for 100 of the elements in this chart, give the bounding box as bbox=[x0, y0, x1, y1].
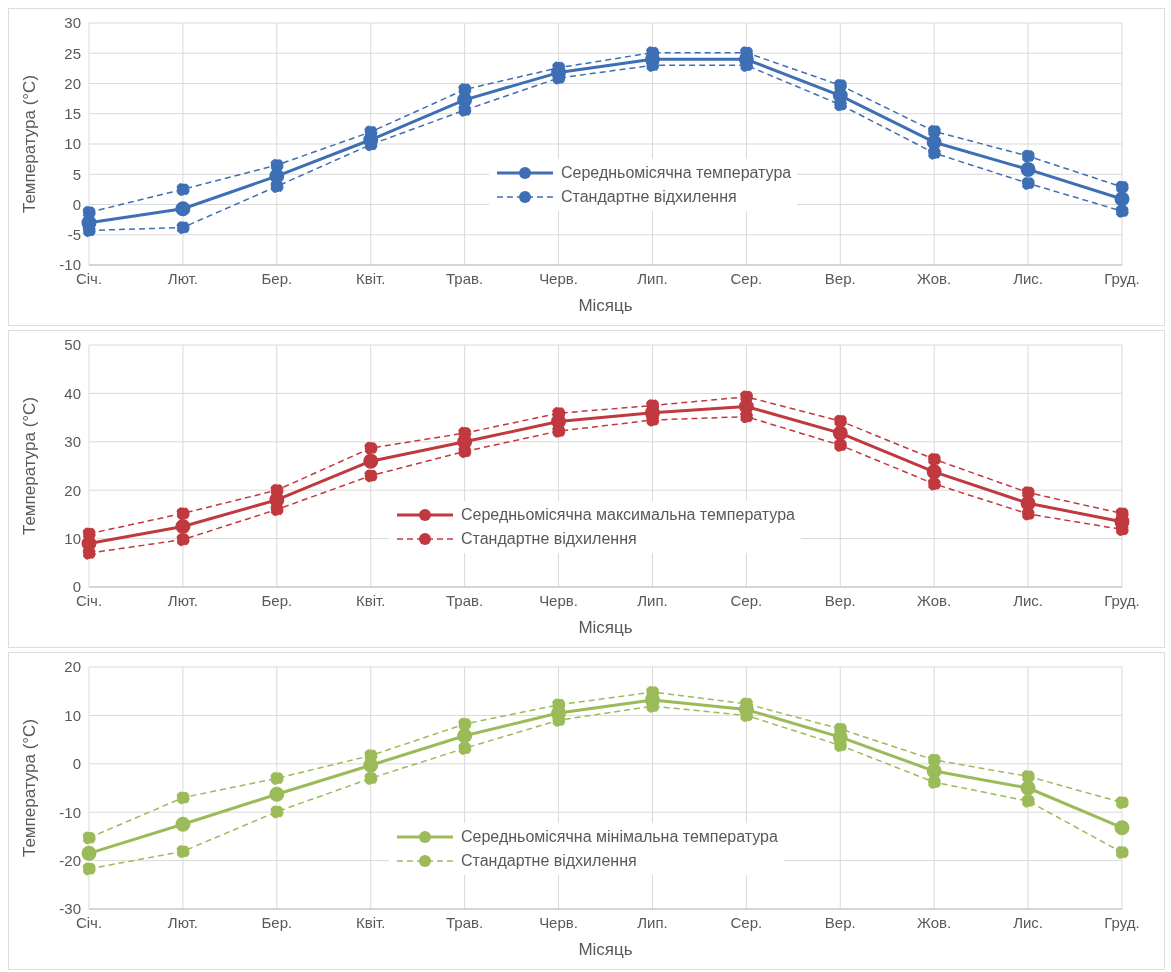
point bbox=[551, 424, 566, 438]
point bbox=[1020, 780, 1036, 796]
point bbox=[363, 468, 378, 483]
point bbox=[927, 477, 941, 491]
x-tick-label: Черв. bbox=[539, 913, 578, 931]
legend-label: Середньомісячна мінімальна температура bbox=[461, 827, 778, 847]
point bbox=[82, 862, 96, 876]
point bbox=[176, 532, 190, 547]
point bbox=[457, 82, 472, 97]
x-tick-label: Лют. bbox=[167, 591, 198, 609]
x-tick-label: Лис. bbox=[1013, 591, 1044, 609]
point bbox=[269, 786, 285, 802]
x-tick-label: Квіт. bbox=[356, 913, 386, 931]
point bbox=[176, 790, 190, 805]
point bbox=[833, 438, 848, 452]
point bbox=[1021, 485, 1035, 500]
y-axis-title: Температура (°C) bbox=[20, 396, 40, 536]
x-axis-title: Місяць bbox=[578, 618, 633, 637]
point bbox=[175, 201, 191, 217]
point bbox=[270, 483, 284, 497]
point bbox=[363, 453, 379, 469]
x-tick-label: Жов. bbox=[917, 591, 952, 609]
point bbox=[1114, 191, 1130, 207]
y-tick-label: 0 bbox=[72, 195, 81, 213]
point bbox=[175, 519, 191, 534]
legend-label: Стандартне відхилення bbox=[461, 529, 637, 549]
legend-label: Стандартне відхилення bbox=[561, 187, 737, 207]
legend-label: Середньомісячна температура bbox=[561, 163, 792, 183]
point bbox=[457, 728, 473, 744]
y-tick-label: 10 bbox=[64, 706, 81, 724]
point bbox=[927, 753, 941, 767]
x-tick-label: Квіт. bbox=[356, 591, 386, 609]
point bbox=[457, 717, 472, 731]
point bbox=[1114, 820, 1130, 836]
x-tick-label: Лип. bbox=[637, 591, 668, 609]
x-tick-label: Груд. bbox=[1104, 591, 1140, 609]
point bbox=[927, 146, 941, 160]
point bbox=[176, 506, 190, 521]
point bbox=[270, 804, 284, 819]
x-tick-label: Сер. bbox=[730, 591, 763, 609]
point bbox=[1021, 507, 1035, 521]
point bbox=[175, 816, 191, 832]
point bbox=[363, 771, 378, 786]
y-tick-label: 20 bbox=[64, 658, 81, 676]
x-tick-label: Сер. bbox=[730, 913, 763, 931]
x-tick-label: Вер. bbox=[824, 591, 856, 609]
point bbox=[927, 775, 941, 789]
point bbox=[457, 103, 472, 117]
x-tick-label: Трав. bbox=[446, 269, 484, 287]
point bbox=[270, 158, 284, 172]
point bbox=[176, 182, 190, 197]
point bbox=[927, 452, 941, 466]
y-tick-label: -5 bbox=[67, 226, 81, 244]
x-tick-label: Черв. bbox=[539, 269, 578, 287]
x-axis-title: Місяць bbox=[578, 296, 633, 315]
point bbox=[176, 220, 190, 235]
legend-label: Середньомісячна максимальна температура bbox=[461, 505, 795, 525]
x-tick-label: Сер. bbox=[730, 269, 763, 287]
point bbox=[82, 546, 96, 560]
x-tick-label: Лип. bbox=[637, 269, 668, 287]
point bbox=[81, 845, 97, 861]
point bbox=[1020, 161, 1036, 177]
y-tick-label: 5 bbox=[72, 165, 81, 183]
point bbox=[176, 844, 190, 859]
y-tick-label: 15 bbox=[64, 105, 81, 123]
x-tick-label: Жов. bbox=[917, 269, 952, 287]
point bbox=[926, 464, 942, 480]
point bbox=[457, 741, 472, 756]
x-tick-label: Лют. bbox=[167, 269, 198, 287]
x-tick-label: Груд. bbox=[1104, 269, 1140, 287]
y-tick-label: 20 bbox=[64, 74, 81, 92]
x-tick-label: Лис. bbox=[1013, 269, 1044, 287]
y-tick-label: 40 bbox=[64, 384, 81, 402]
x-tick-label: Бер. bbox=[261, 269, 293, 287]
point bbox=[1115, 204, 1129, 218]
legend-label: Стандартне відхилення bbox=[461, 851, 637, 871]
x-axis-title: Місяць bbox=[578, 940, 633, 959]
y-tick-label: -20 bbox=[59, 851, 81, 869]
point bbox=[270, 771, 284, 786]
x-tick-label: Вер. bbox=[824, 913, 856, 931]
y-tick-label: 30 bbox=[64, 14, 81, 32]
y-tick-label: 0 bbox=[72, 755, 81, 773]
point bbox=[927, 124, 941, 139]
x-tick-label: Вер. bbox=[824, 269, 856, 287]
y-tick-label: 25 bbox=[64, 44, 81, 62]
y-tick-label: -10 bbox=[59, 803, 81, 821]
point bbox=[832, 425, 848, 441]
point bbox=[1021, 769, 1035, 784]
x-tick-label: Трав. bbox=[446, 913, 484, 931]
point bbox=[1021, 149, 1035, 163]
point bbox=[1021, 794, 1035, 808]
x-tick-label: Квіт. bbox=[356, 269, 386, 287]
point bbox=[1115, 795, 1129, 810]
x-tick-label: Груд. bbox=[1104, 913, 1140, 931]
point bbox=[1115, 845, 1129, 860]
x-tick-label: Трав. bbox=[446, 591, 484, 609]
x-tick-label: Жов. bbox=[917, 913, 952, 931]
x-tick-label: Лип. bbox=[637, 913, 668, 931]
y-axis-title: Температура (°C) bbox=[20, 74, 40, 214]
x-tick-label: Бер. bbox=[261, 913, 293, 931]
